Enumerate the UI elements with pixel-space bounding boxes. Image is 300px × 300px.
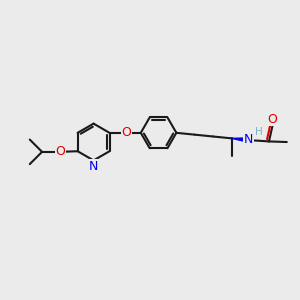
Text: O: O [268,113,278,126]
Text: O: O [122,126,132,139]
Text: N: N [244,133,254,146]
Text: N: N [89,160,98,173]
Text: O: O [56,145,65,158]
Text: H: H [255,127,262,136]
Polygon shape [232,138,250,142]
